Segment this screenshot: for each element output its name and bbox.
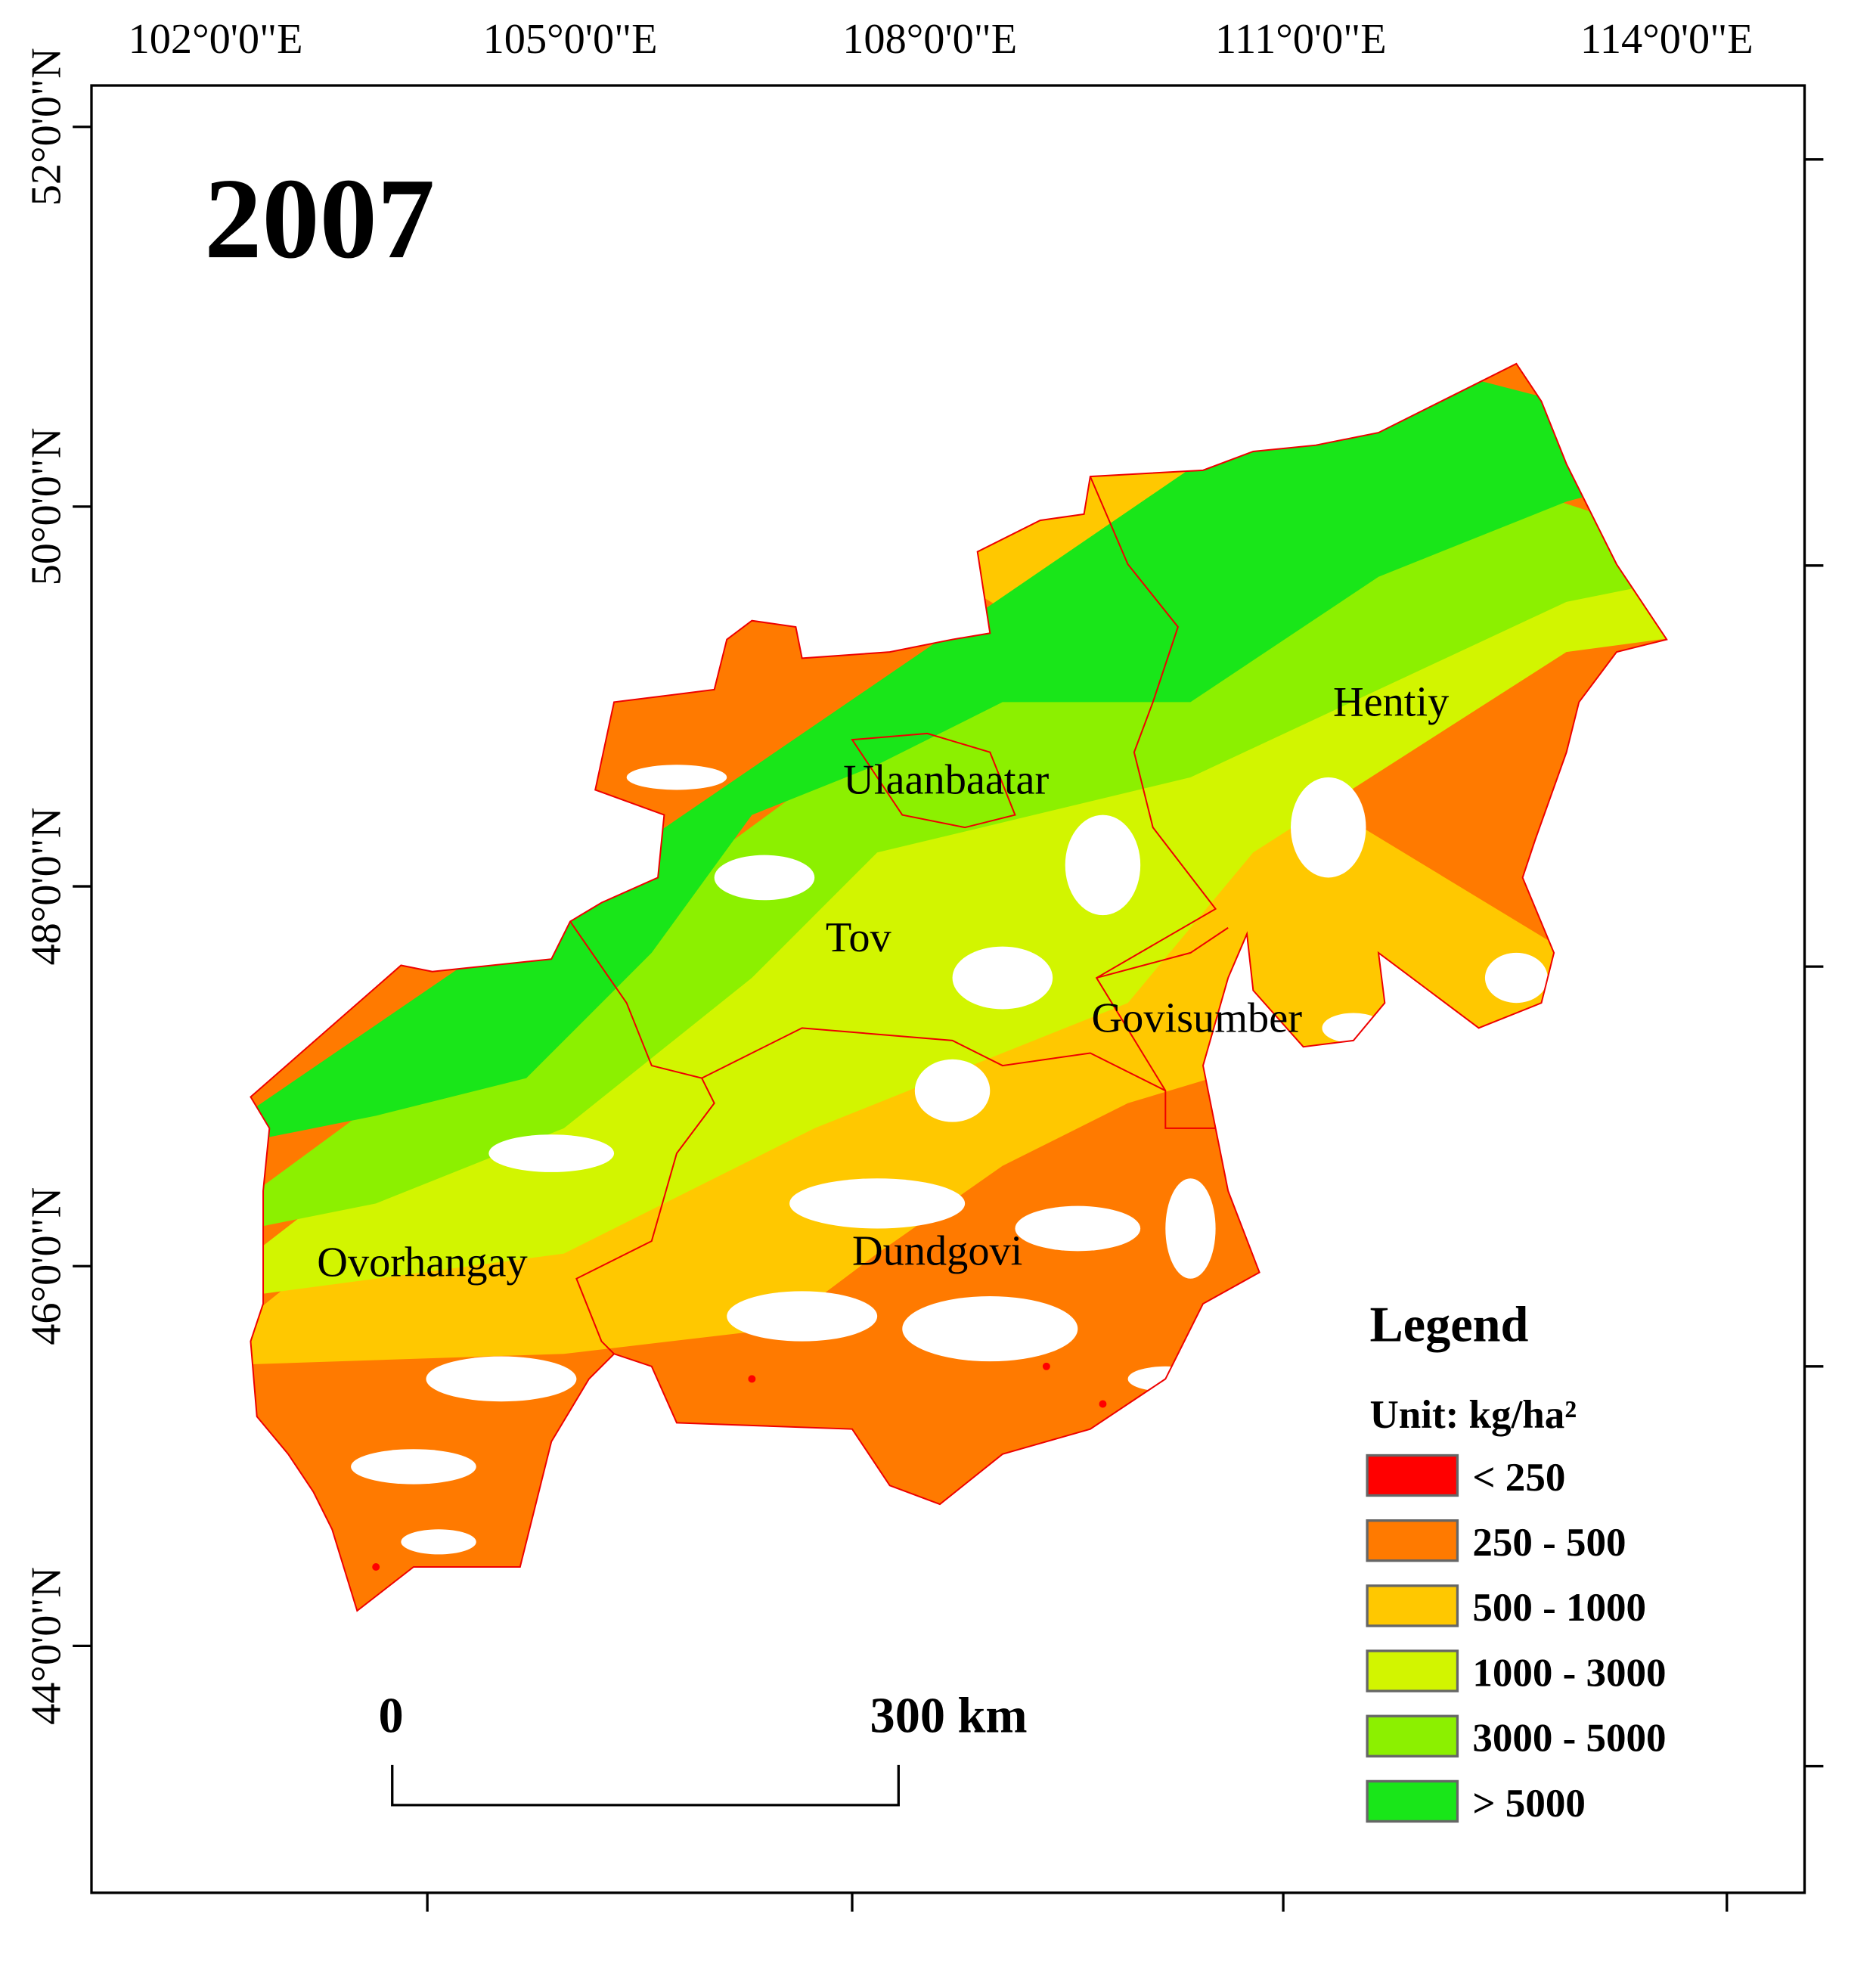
map-frame [90, 84, 1806, 1894]
legend: Legend Unit: kg/ha² < 250 250 - 500 500 - … [1366, 1298, 1667, 1826]
scale-line [391, 1764, 900, 1807]
longitude-label: 108°0'0"E [842, 16, 1017, 63]
graticule-labels: 102°0'0"E 105°0'0"E 108°0'0"E 111°0'0"E 114°… [23, 16, 1754, 1725]
longitude-label: 105°0'0"E [483, 16, 658, 63]
zone [1099, 1400, 1107, 1408]
zone [372, 1563, 380, 1571]
legend-swatch [1366, 1714, 1459, 1758]
region-label: Dundgovi [852, 1228, 1022, 1275]
scale-end: 300 km [870, 1689, 1028, 1744]
longitude-label: 102°0'0"E [129, 16, 303, 63]
legend-label: < 250 [1472, 1456, 1565, 1500]
region-label: Tov [826, 914, 892, 961]
legend-swatch [1366, 1584, 1459, 1627]
legend-label: 3000 - 5000 [1472, 1717, 1666, 1761]
zone [1042, 1362, 1050, 1370]
legend-unit: Unit: kg/ha² [1369, 1393, 1577, 1437]
legend-label: 250 - 500 [1472, 1521, 1626, 1565]
graticule-ticks [426, 158, 1824, 1912]
no-data-patches [351, 765, 1548, 1555]
district-borders [250, 362, 1668, 1612]
region-label: Ulaanbaatar [843, 756, 1049, 803]
legend-title: Legend [1369, 1298, 1528, 1353]
latitude-label: 50°0'0"N [23, 427, 70, 585]
region-label: Ovorhangay [317, 1239, 527, 1286]
legend-swatch [1366, 1649, 1459, 1692]
region-label: Hentiy [1333, 679, 1449, 726]
longitude-label: 114°0'0"E [1580, 16, 1754, 63]
legend-label: 1000 - 3000 [1472, 1651, 1666, 1695]
zone [748, 1375, 756, 1383]
map-title: 2007 [204, 154, 435, 282]
latitude-label: 52°0'0"N [23, 48, 70, 206]
longitude-label: 111°0'0"E [1215, 16, 1387, 63]
region-label: Govisumber [1091, 994, 1302, 1041]
legend-swatch [1366, 1519, 1459, 1562]
latitude-label: 48°0'0"N [23, 808, 70, 966]
legend-label: > 5000 [1472, 1782, 1586, 1826]
region-labels: Hentiy Ulaanbaatar Tov Govisumber Dundgo… [317, 679, 1449, 1286]
legend-label: 500 - 1000 [1472, 1586, 1646, 1630]
scale-start: 0 [379, 1689, 404, 1744]
legend-swatch [1366, 1779, 1459, 1823]
latitude-label: 46°0'0"N [23, 1187, 70, 1345]
legend-swatch [1366, 1454, 1459, 1497]
latitude-label: 44°0'0"N [23, 1567, 70, 1725]
scale-bar: 0 300 km [379, 1689, 1028, 1807]
